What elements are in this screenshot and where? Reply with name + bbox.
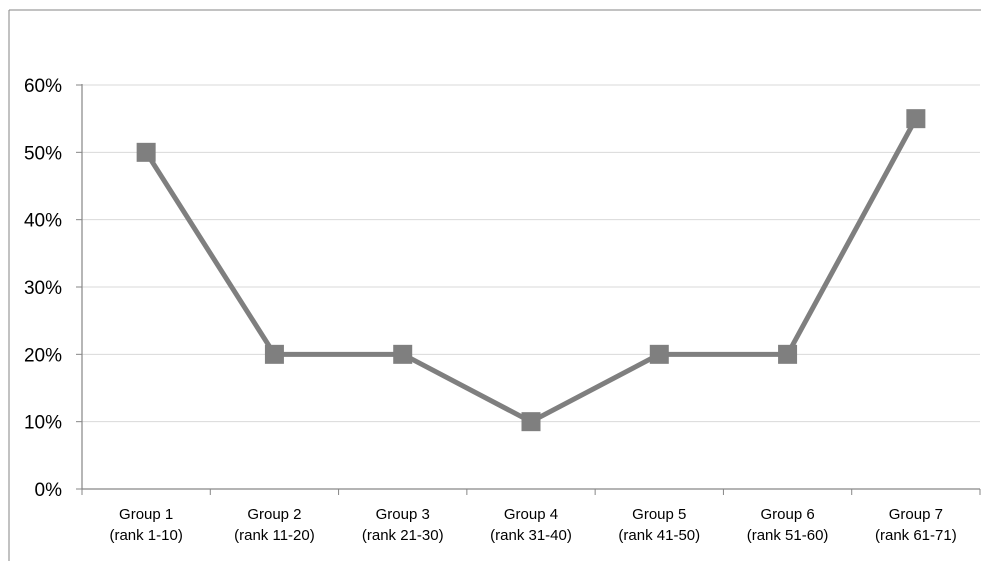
- x-tick-label-line: Group 6: [760, 506, 814, 523]
- x-tick-label: Group 7 (rank 61-71): [875, 506, 957, 544]
- y-tick-label: 40%: [24, 211, 62, 232]
- y-tick-label: 0%: [35, 480, 63, 501]
- y-tick-label: 20%: [24, 345, 62, 366]
- x-tick-label-line: (rank 61-71): [875, 527, 957, 544]
- data-point-marker: [906, 109, 926, 129]
- y-tick-label: 10%: [24, 413, 62, 434]
- x-tick-label-line: (rank 21-30): [362, 527, 444, 544]
- data-point-marker: [136, 142, 156, 162]
- data-point-marker: [393, 344, 413, 364]
- x-tick-label-line: Group 4: [504, 506, 558, 523]
- x-tick-label-line: (rank 1-10): [109, 527, 182, 544]
- x-tick-label: Group 6 (rank 51-60): [747, 506, 829, 544]
- x-tick-label: Group 3 (rank 21-30): [362, 506, 444, 544]
- x-tick-label-line: (rank 51-60): [747, 527, 829, 544]
- x-tick-label-line: Group 5: [632, 506, 686, 523]
- x-tick-label-line: (rank 11-20): [234, 527, 315, 544]
- x-tick-label-line: Group 7: [889, 506, 943, 523]
- data-point-marker: [649, 344, 669, 364]
- data-point-marker: [778, 344, 798, 364]
- y-tick-label: 60%: [24, 76, 62, 97]
- data-point-marker: [521, 412, 541, 432]
- series-line: [144, 117, 919, 425]
- x-tick-label-line: (rank 41-50): [618, 527, 700, 544]
- x-tick-label: Group 2 (rank 11-20): [234, 506, 315, 544]
- x-tick-label: Group 4 (rank 31-40): [490, 506, 572, 544]
- x-tick-label-line: Group 3: [376, 506, 430, 523]
- x-tick-label-line: Group 1: [119, 506, 173, 523]
- y-tick-label: 30%: [24, 278, 62, 299]
- y-tick-label: 50%: [24, 143, 62, 164]
- x-tick-label-line: (rank 31-40): [490, 527, 572, 544]
- x-tick-label-line: Group 2: [247, 506, 301, 523]
- data-point-marker: [264, 344, 284, 364]
- x-tick-label: Group 5 (rank 41-50): [618, 506, 700, 544]
- x-tick-label: Group 1 (rank 1-10): [109, 506, 182, 544]
